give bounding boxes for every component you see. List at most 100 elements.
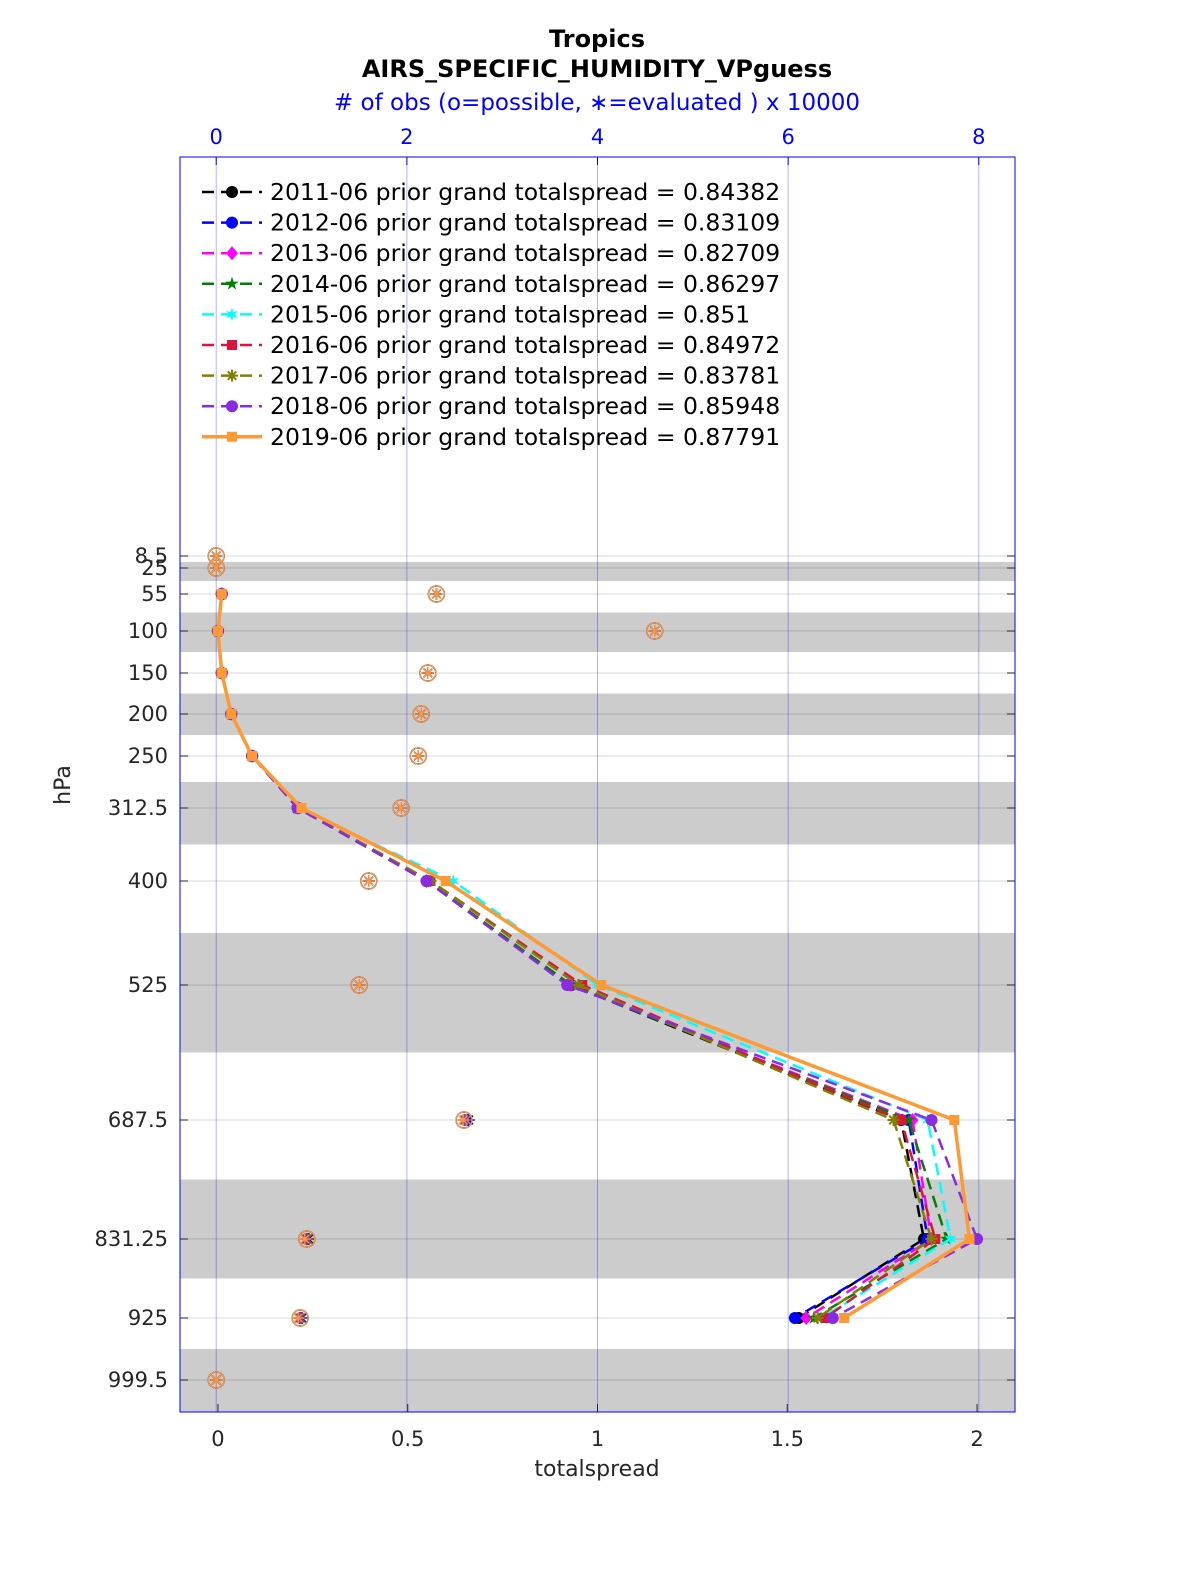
layer-band	[180, 782, 1015, 845]
y-tick-label: 999.5	[108, 1368, 168, 1392]
series-marker	[839, 1313, 850, 1323]
grid-lines	[180, 157, 1015, 1412]
obs-evaluated-marker	[210, 1374, 223, 1386]
y-axis-label: hPa	[51, 765, 76, 805]
obs-possible-marker	[646, 622, 664, 640]
legend-marker	[226, 186, 238, 198]
obs-evaluated-marker	[415, 708, 428, 720]
y-tick-label: 312.5	[108, 796, 168, 820]
legend-marker	[226, 369, 238, 382]
y-tick-label: 250	[128, 744, 168, 768]
obs-possible-marker	[455, 1111, 473, 1129]
x-axis-label: totalspread	[534, 1457, 659, 1482]
series-marker	[596, 980, 607, 990]
series-marker	[572, 979, 585, 991]
obs-possible-marker	[419, 664, 437, 682]
top-tick-label: 4	[591, 125, 604, 149]
obs-evaluated-marker	[353, 979, 366, 991]
obs-markers	[207, 547, 664, 1389]
legend-marker	[227, 431, 237, 442]
series-marker	[925, 1233, 938, 1245]
legend-marker	[226, 400, 238, 413]
series-marker	[940, 1232, 954, 1245]
layer-band	[180, 562, 1015, 581]
legend-marker	[226, 246, 238, 261]
obs-evaluated-marker	[298, 1233, 311, 1245]
y-tick-label: 8.5	[135, 544, 168, 568]
legend: 2011-06 prior grand totalspread = 0.8438…	[202, 178, 780, 451]
obs-evaluated-marker	[412, 750, 425, 762]
legend-marker	[226, 216, 238, 229]
x-tick-label: 0	[211, 1427, 224, 1451]
obs-evaluated-marker	[362, 875, 375, 887]
top-tick-label: 2	[400, 125, 413, 149]
legend-entry: 2013-06 prior grand totalspread = 0.8270…	[270, 239, 780, 267]
obs-possible-marker	[350, 976, 368, 994]
top-axis-label: # of obs (o=possible, ∗=evaluated ) x 10…	[334, 90, 860, 116]
legend-entry: 2015-06 prior grand totalspread = 0.851	[270, 300, 750, 328]
x-tick-label: 2	[970, 1427, 983, 1451]
series-marker	[800, 1311, 813, 1325]
series-marker	[216, 589, 227, 599]
series-marker	[826, 1312, 839, 1324]
layer-band	[180, 612, 1015, 652]
obs-evaluated-marker	[292, 1312, 305, 1324]
series-marker	[820, 1313, 831, 1323]
y-tick-label: 525	[128, 973, 168, 997]
x-tick-label: 0.5	[391, 1427, 424, 1451]
layer-band	[180, 693, 1015, 735]
obs-possible-marker	[427, 585, 446, 603]
series-marker	[902, 1113, 916, 1126]
series-marker	[561, 979, 574, 991]
y-tick-label: 25	[141, 556, 168, 580]
obs-evaluated-marker	[457, 1114, 470, 1126]
series-marker	[216, 668, 227, 678]
obs-possible-marker	[207, 1371, 225, 1389]
y-tick-label: 687.5	[108, 1108, 168, 1132]
top-tick-label: 8	[972, 125, 985, 149]
obs-possible-marker	[360, 872, 378, 890]
obs-evaluated-marker	[210, 550, 223, 562]
series-marker	[964, 1234, 975, 1244]
obs-evaluated-marker	[430, 588, 443, 600]
series-marker	[811, 1312, 824, 1324]
top-tick-label: 6	[781, 125, 794, 149]
x-tick-label: 1.5	[771, 1427, 804, 1451]
series-marker	[925, 1114, 938, 1126]
series-marker	[944, 1232, 957, 1246]
chart-title: Tropics	[549, 25, 645, 53]
legend-entry: 2019-06 prior grand totalspread = 0.8779…	[270, 423, 780, 451]
legend-entry: 2016-06 prior grand totalspread = 0.8497…	[270, 331, 780, 359]
obs-evaluated-marker	[421, 667, 434, 679]
legend-entry: 2012-06 prior grand totalspread = 0.8310…	[270, 209, 780, 237]
level-bands	[180, 562, 1015, 1412]
obs-evaluated-marker	[395, 802, 408, 814]
legend-entry: 2014-06 prior grand totalspread = 0.8629…	[270, 270, 780, 298]
y-tick-label: 200	[128, 702, 168, 726]
layer-band	[180, 1179, 1015, 1279]
series-marker	[447, 874, 460, 888]
obs-possible-marker	[392, 799, 410, 817]
obs-possible-marker	[409, 747, 427, 765]
legend-marker	[225, 276, 239, 290]
series-marker	[296, 803, 307, 813]
legend-entry: 2018-06 prior grand totalspread = 0.8594…	[270, 392, 780, 420]
top-tick-label: 0	[210, 125, 223, 149]
obs-evaluated-marker	[210, 562, 223, 574]
obs-evaluated-marker	[648, 625, 661, 637]
y-tick-label: 400	[128, 869, 168, 893]
series-lines	[211, 587, 984, 1325]
legend-entry: 2017-06 prior grand totalspread = 0.8378…	[270, 362, 780, 390]
series-marker	[440, 876, 451, 886]
legend-marker	[225, 307, 239, 322]
y-tick-label: 55	[141, 582, 168, 606]
chart-subtitle: AIRS_SPECIFIC_HUMIDITY_VPguess	[362, 55, 832, 83]
y-tick-label: 150	[128, 661, 168, 685]
legend-marker	[227, 340, 237, 350]
series-marker	[420, 875, 433, 887]
series-marker	[247, 751, 258, 761]
layer-band	[180, 1349, 1015, 1412]
series-marker	[226, 709, 237, 719]
y-tick-label: 831.25	[95, 1227, 168, 1251]
